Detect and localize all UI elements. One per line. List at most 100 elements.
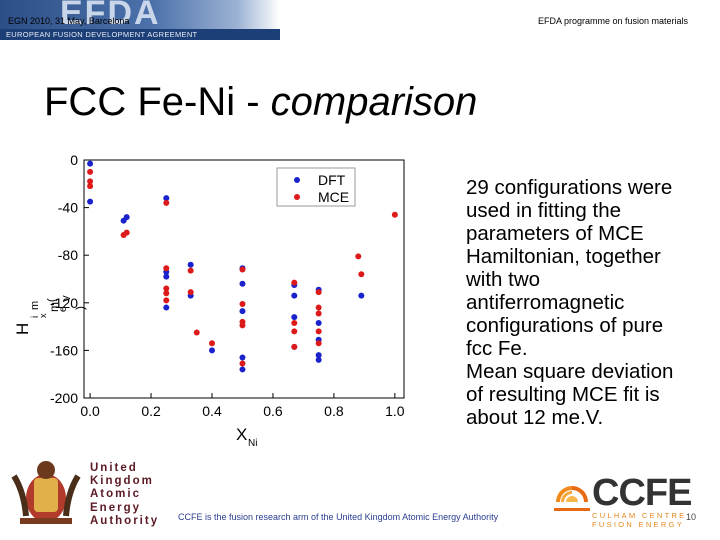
mce-point — [193, 329, 200, 336]
description-para-2: Mean square deviation of resulting MCE f… — [466, 360, 674, 429]
mce-point — [209, 340, 215, 347]
dft-point — [239, 308, 246, 315]
mce-point — [87, 168, 94, 175]
title-plain: FCC Fe-Ni - — [44, 80, 271, 124]
legend-label-dft: DFT — [318, 172, 346, 188]
ukaea-wordmark: United Kingdom Atomic Energy Authority — [90, 462, 159, 528]
mce-point — [355, 253, 362, 260]
dft-point — [209, 347, 215, 354]
mce-point — [187, 267, 194, 274]
x-tick-label: 0.0 — [80, 403, 100, 419]
data-points — [87, 160, 398, 373]
mce-point — [315, 304, 322, 311]
x-tick-label: 0.8 — [324, 403, 344, 419]
x-axis-label: X — [236, 425, 247, 444]
ccfe-subtitle: CULHAM CENTRE FUSION ENERGY — [592, 511, 687, 529]
mce-point — [291, 320, 298, 327]
y-tick-label: -200 — [50, 390, 78, 406]
y-axis-label-char: H — [13, 323, 32, 335]
mce-point — [163, 265, 170, 272]
mce-point — [315, 310, 322, 317]
plot-border — [83, 159, 405, 399]
efda-subtitle: EUROPEAN FUSION DEVELOPMENT AGREEMENT — [0, 29, 280, 40]
ukaea-line-3: Atomic — [90, 488, 141, 501]
mce-point — [391, 211, 398, 218]
dft-point — [87, 198, 94, 205]
x-tick-label: 0.6 — [263, 403, 283, 419]
axis-ticks — [84, 159, 396, 399]
x-tick-label: 0.2 — [141, 403, 161, 419]
mce-point — [239, 300, 246, 307]
x-tick-label: 1.0 — [385, 403, 405, 419]
ccfe-sub-line-2: FUSION ENERGY — [592, 520, 684, 529]
ccfe-sun-icon — [554, 486, 590, 511]
mce-point — [163, 199, 170, 206]
slide-title: FCC Fe-Ni - comparison — [44, 80, 477, 125]
mce-point — [239, 322, 246, 329]
mce-point — [291, 343, 298, 350]
mixing-enthalpy-chart: 0.0 0.2 0.4 0.6 0.8 1.0 0 -40 -80 -120 -160 -200 DF… — [13, 152, 405, 449]
dft-point — [239, 366, 246, 373]
plot-frame — [83, 159, 405, 399]
legend-label-mce: MCE — [318, 189, 349, 205]
mce-point — [239, 266, 246, 273]
mce-point — [87, 178, 94, 185]
header-conference: EGN 2010, 31 May, Barcelona — [8, 16, 130, 26]
legend-marker-mce — [294, 194, 300, 200]
ccfe-sub-line-1: CULHAM CENTRE — [592, 511, 687, 520]
dft-point — [163, 195, 170, 202]
mce-point — [123, 229, 130, 236]
y-axis-label-char: ( — [46, 298, 58, 302]
y-tick-label: -120 — [50, 295, 78, 311]
mce-point — [315, 289, 322, 296]
mce-point — [163, 285, 170, 292]
y-axis-label-char: ) — [73, 306, 87, 310]
y-axis-label-char: i — [30, 316, 41, 318]
y-axis-label-char: m — [47, 302, 61, 312]
mce-point — [163, 297, 170, 304]
dft-point — [315, 320, 322, 327]
dft-point — [315, 356, 322, 363]
efda-logo: EFDA — [60, 0, 161, 32]
ukaea-crest-icon — [11, 461, 81, 524]
y-tick-label: -40 — [58, 200, 78, 216]
mce-point — [358, 271, 365, 278]
tick-labels: 0.0 0.2 0.4 0.6 0.8 1.0 0 -40 -80 -120 -160 -200 — [50, 152, 405, 419]
x-axis-label-sub: Ni — [248, 438, 257, 449]
mce-point — [87, 183, 94, 190]
y-tick-label: 0 — [70, 152, 78, 168]
dft-point — [291, 292, 298, 299]
dft-point — [163, 304, 170, 311]
mce-point — [291, 279, 298, 286]
mce-point — [315, 328, 322, 335]
y-tick-label: -80 — [58, 247, 78, 263]
legend-box — [276, 167, 356, 207]
dft-point — [358, 292, 365, 299]
title-italic: comparison — [270, 80, 478, 124]
mce-point — [187, 289, 194, 296]
y-axis-label-char: x — [38, 313, 48, 318]
dft-point — [239, 354, 246, 361]
y-tick-label: -160 — [50, 342, 78, 358]
description-text: 29 configurations were used in fitting t… — [466, 176, 686, 429]
ukaea-line-5: Authority — [90, 514, 160, 527]
x-tick-label: 0.4 — [202, 403, 222, 419]
legend-marker-dft — [294, 177, 300, 183]
dft-point — [187, 261, 194, 268]
efda-banner: EFDA EUROPEAN FUSION DEVELOPMENT AGREEME… — [0, 0, 280, 40]
dft-point — [291, 314, 298, 321]
footer-tagline: CCFE is the fusion research arm of the U… — [178, 512, 499, 522]
page-number: 10 — [685, 512, 696, 522]
dft-point — [315, 352, 322, 359]
header-programme: EFDA programme on fusion materials — [537, 16, 688, 26]
ukaea-line-4: Energy — [90, 501, 141, 514]
mce-point — [291, 328, 298, 335]
dft-point — [239, 280, 246, 287]
dft-point — [87, 160, 94, 167]
mce-point — [315, 340, 322, 347]
dft-point — [123, 214, 130, 221]
ukaea-line-1: United — [90, 462, 138, 474]
ccfe-wordmark: CCFE — [592, 472, 692, 514]
mce-point — [239, 360, 246, 367]
